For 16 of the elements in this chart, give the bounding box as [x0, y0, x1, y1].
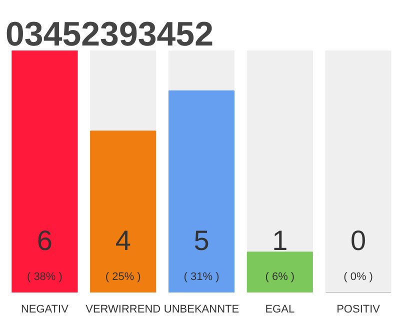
- data-label: 4: [115, 225, 131, 256]
- annotation: ( 31% ): [184, 270, 220, 283]
- x-tick-label: POSITIV: [336, 304, 381, 316]
- x-tick-label: EGAL: [265, 304, 295, 316]
- data-label: 6: [36, 225, 52, 256]
- annotation: ( 38% ): [26, 270, 62, 283]
- x-tick-label: UNBEKANNTE: [164, 304, 240, 316]
- data-label: 5: [194, 225, 210, 256]
- x-tick-label: NEGATIV: [20, 304, 70, 316]
- data-label: 0: [350, 225, 366, 256]
- x-tick-label: VERWIRREND: [86, 304, 161, 316]
- data-label: 1: [272, 225, 288, 256]
- annotation: ( 25% ): [105, 270, 141, 283]
- annotation: ( 6% ): [265, 270, 295, 283]
- chart-title: 03452393452: [6, 16, 214, 54]
- annotation: ( 0% ): [344, 270, 373, 283]
